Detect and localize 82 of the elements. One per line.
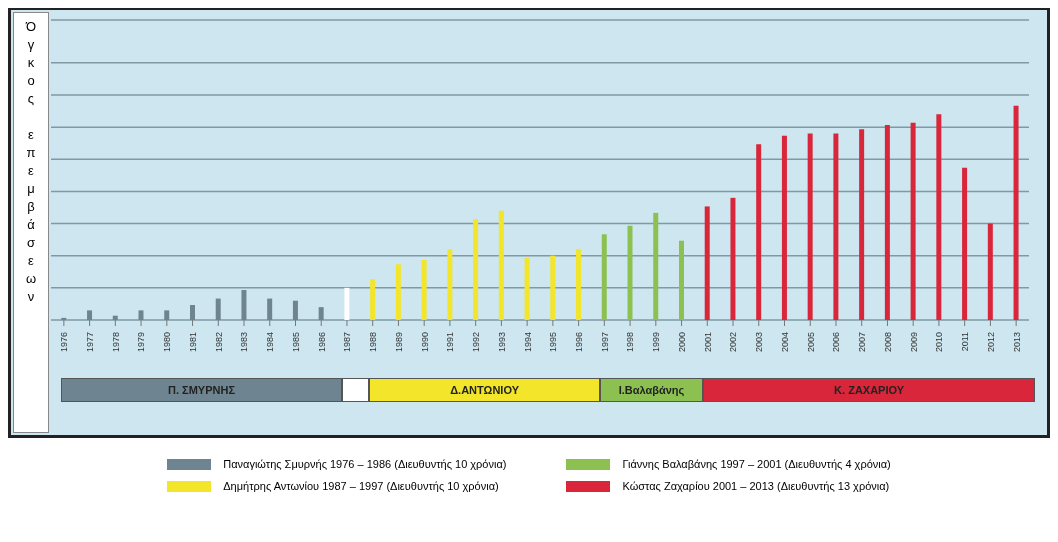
bar xyxy=(292,300,298,320)
bar xyxy=(627,225,633,320)
bar xyxy=(189,305,195,320)
x-tick-label: 1976 xyxy=(59,332,70,353)
x-tick-label: 2006 xyxy=(831,332,842,353)
legend-label: Δημήτρης Αντωνίου 1987 – 1997 (Διευθυντής 10 χρόνια) xyxy=(223,480,499,492)
bar xyxy=(61,317,67,320)
bar xyxy=(473,219,479,320)
x-tick-label: 2004 xyxy=(779,332,790,353)
bar xyxy=(395,264,401,320)
bar xyxy=(653,212,659,320)
x-tick-label: 2005 xyxy=(805,332,816,353)
bar xyxy=(962,167,968,320)
bar xyxy=(164,310,170,320)
x-tick-label: 2013 xyxy=(1011,332,1022,353)
bar xyxy=(421,260,427,320)
x-tick-label: 2010 xyxy=(934,332,945,353)
bar xyxy=(447,249,453,320)
bar xyxy=(87,310,93,320)
bar xyxy=(550,255,556,320)
x-tick-label: 1981 xyxy=(187,332,198,353)
director-timeline-strip: Π. ΣΜΥΡΝΗΣ Δ.ΑΝΤΩΝΙΟΥ Ι.Βαλαβάνης Κ. ΖΑΧΑΡΙΟΥ xyxy=(61,378,1035,402)
x-tick-label: 2009 xyxy=(908,332,919,353)
bar xyxy=(756,144,762,320)
x-tick-label: 1997 xyxy=(599,332,610,353)
bar xyxy=(576,249,582,320)
bar xyxy=(910,122,916,320)
legend-label: Γιάννης Βαλαβάνης 1997 – 2001 (Διευθυντής 4 χρόνια) xyxy=(622,458,891,470)
x-tick-label: 1977 xyxy=(85,332,95,353)
x-tick-label: 1994 xyxy=(522,332,533,353)
x-tick-label: 1987 xyxy=(342,332,353,353)
bar xyxy=(936,114,942,320)
x-tick-label: 1993 xyxy=(496,332,507,353)
bar xyxy=(241,290,247,320)
bar xyxy=(138,310,144,320)
bar xyxy=(859,129,865,320)
x-tick-label: 2011 xyxy=(960,332,971,352)
bar xyxy=(524,257,530,320)
bar xyxy=(1013,105,1019,320)
y-axis-title: Όγκος επεμβάσεων xyxy=(23,19,39,307)
x-tick-label: 1995 xyxy=(548,332,559,353)
legend-label: Παναγιώτης Σμυρνής 1976 – 1986 (Διευθυντής 10 χρόνια) xyxy=(223,458,507,470)
x-tick-label: 1986 xyxy=(316,332,327,353)
x-tick-label: 1996 xyxy=(574,332,584,353)
x-tick-label: 1990 xyxy=(419,332,430,353)
x-tick-label: 2000 xyxy=(676,332,687,353)
bar xyxy=(344,287,350,320)
bar xyxy=(884,125,890,320)
legend-label: Κώστας Ζαχαρίου 2001 – 2013 (Διευθυντής 13 χρόνια) xyxy=(622,480,890,492)
bar xyxy=(987,223,993,320)
x-tick-label: 2012 xyxy=(985,332,996,353)
bar xyxy=(601,234,607,320)
x-tick-label: 2007 xyxy=(857,332,868,353)
x-tick-label: 1991 xyxy=(445,332,456,353)
bar xyxy=(781,135,787,320)
bar xyxy=(112,315,118,320)
x-tick-label: 1992 xyxy=(471,332,482,353)
x-tick-label: 1989 xyxy=(393,332,404,353)
x-tick-label: 2003 xyxy=(754,332,765,353)
bar xyxy=(730,197,736,320)
bar xyxy=(267,298,273,320)
x-tick-label: 1988 xyxy=(368,332,379,353)
x-tick-label: 2002 xyxy=(728,332,739,353)
x-tick-label: 1984 xyxy=(265,332,276,353)
x-tick-label: 1985 xyxy=(290,332,301,353)
x-tick-label: 2008 xyxy=(882,332,893,353)
bar xyxy=(704,206,710,320)
x-tick-label: 1978 xyxy=(110,332,121,353)
x-tick-label: 1998 xyxy=(625,332,636,353)
x-tick-label: 1999 xyxy=(651,332,662,353)
bar xyxy=(833,133,839,320)
x-tick-label: 1980 xyxy=(162,332,173,353)
x-tick-label: 1982 xyxy=(213,332,224,353)
bar xyxy=(678,240,684,320)
x-tick-label: 1979 xyxy=(136,332,147,353)
bar xyxy=(215,298,221,320)
x-tick-label: 1983 xyxy=(239,332,250,353)
bar xyxy=(498,210,504,320)
x-tick-label: 2001 xyxy=(702,332,713,353)
bar xyxy=(318,307,324,320)
bar xyxy=(370,279,376,320)
bar xyxy=(807,133,813,320)
